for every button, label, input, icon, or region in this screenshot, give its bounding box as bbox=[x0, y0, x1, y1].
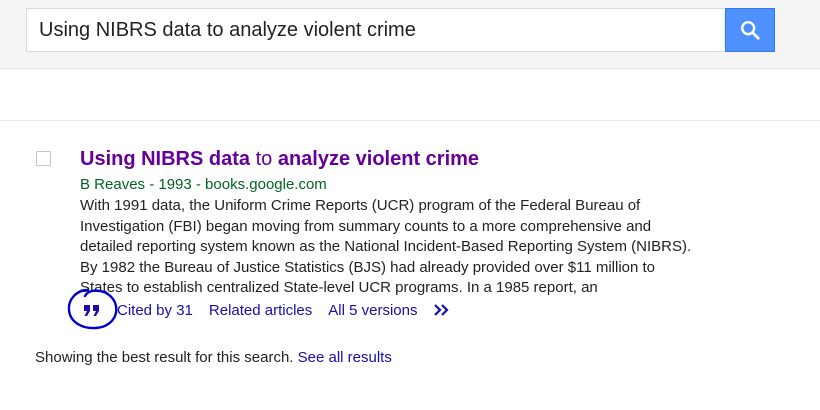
search-box[interactable] bbox=[26, 8, 724, 52]
result-title-part3: analyze violent crime bbox=[277, 148, 480, 170]
quote-icon[interactable] bbox=[80, 300, 104, 320]
all-versions-link[interactable]: All 5 versions bbox=[328, 301, 418, 319]
cited-by-link[interactable]: Cited by 31 bbox=[117, 301, 193, 319]
search-button[interactable] bbox=[725, 8, 775, 52]
snippet-line: By 1982 the Bureau of Justice Statistics… bbox=[80, 258, 656, 276]
best-result-text: Showing the best result for this search. bbox=[35, 349, 294, 366]
result-select-checkbox[interactable] bbox=[36, 151, 51, 166]
double-chevron-right-icon[interactable] bbox=[433, 303, 453, 317]
result-title-part1: Using NIBRS data bbox=[80, 148, 251, 170]
result-title-part2: to bbox=[250, 148, 278, 170]
related-articles-link[interactable]: Related articles bbox=[208, 301, 313, 319]
search-result: Using NIBRS data to analyze violent crim… bbox=[80, 146, 760, 299]
snippet-line: With 1991 data, the Uniform Crime Report… bbox=[80, 197, 641, 214]
search-input[interactable] bbox=[37, 9, 701, 51]
snippet-line: Investigation (FBI) began moving from su… bbox=[80, 217, 652, 235]
see-all-results-link[interactable]: See all results bbox=[297, 349, 392, 366]
results-divider bbox=[0, 120, 820, 121]
snippet-line: States to establish centralized State-le… bbox=[80, 279, 598, 296]
search-icon bbox=[741, 21, 760, 40]
best-result-note: Showing the best result for this search.… bbox=[35, 348, 392, 368]
snippet-line: detailed reporting system known as the N… bbox=[80, 238, 692, 255]
result-meta: B Reaves - 1993 - books.google.com bbox=[80, 176, 327, 193]
result-links: Cited by 31 Related articles All 5 versi… bbox=[80, 300, 453, 320]
search-header bbox=[0, 0, 820, 69]
result-title-link[interactable]: Using NIBRS data to analyze violent crim… bbox=[80, 146, 760, 172]
result-snippet: With 1991 data, the Uniform Crime Report… bbox=[80, 196, 760, 299]
